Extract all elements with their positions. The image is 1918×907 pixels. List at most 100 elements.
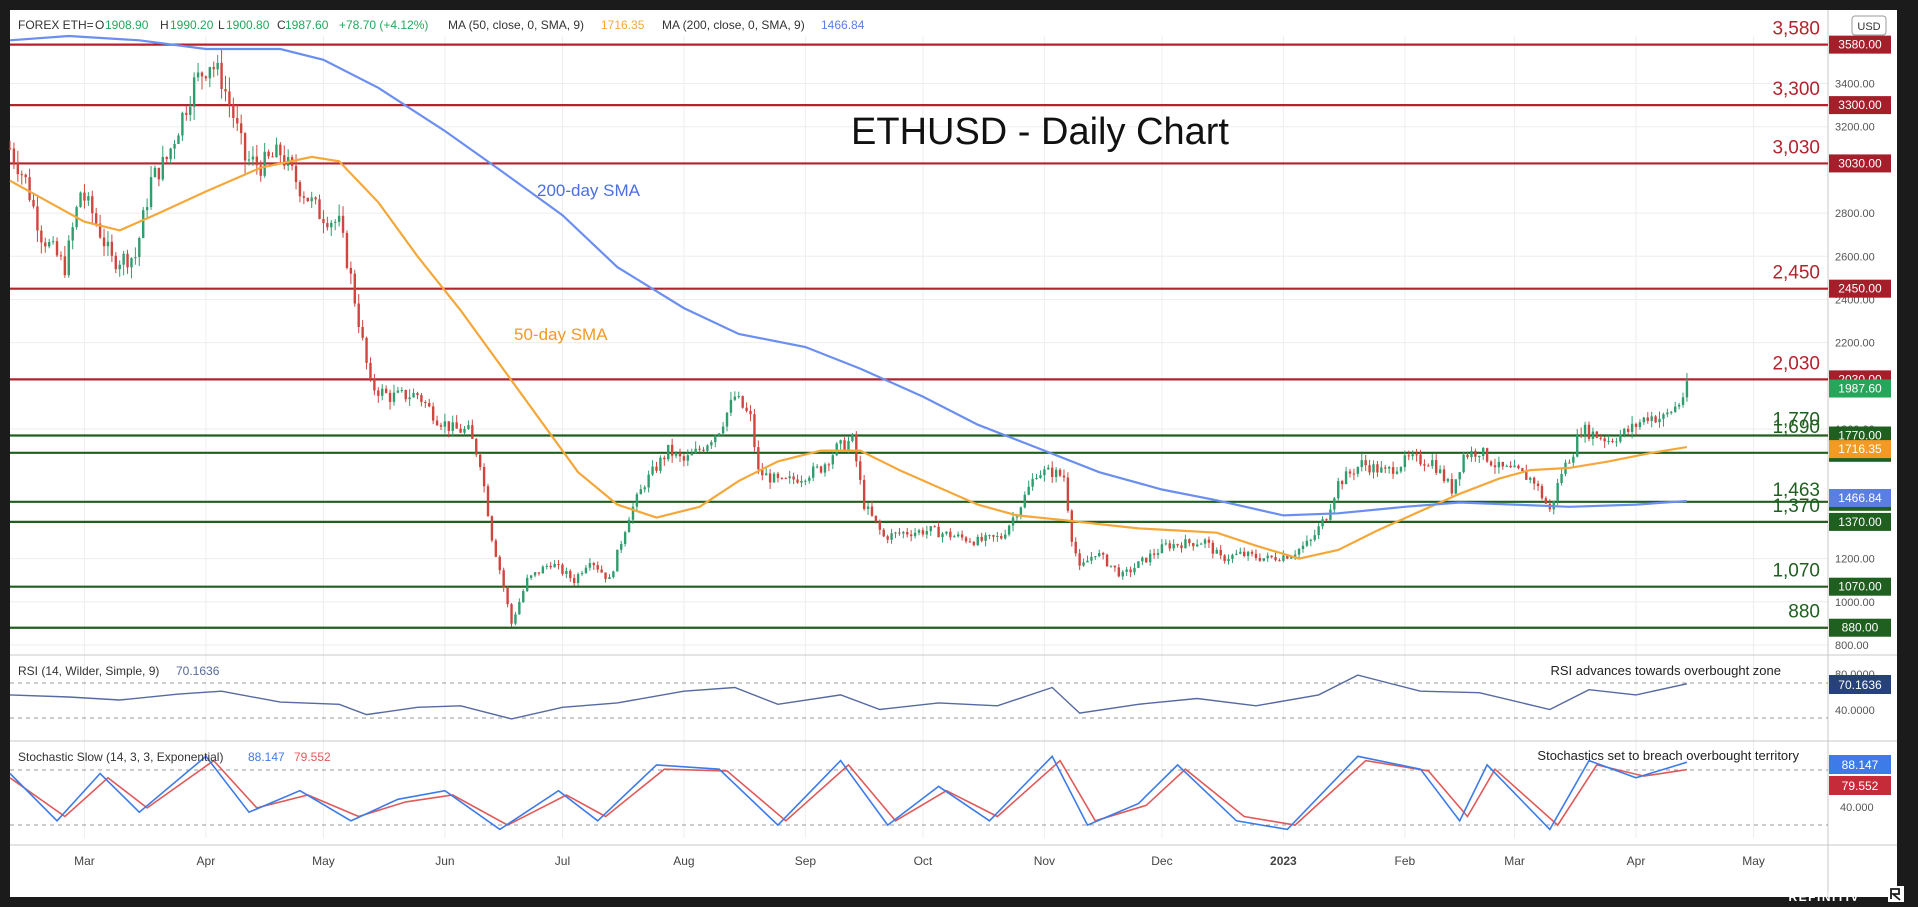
level-tag-2-text: 3030.00 <box>1838 156 1882 170</box>
candle-body-208 <box>823 464 827 473</box>
candle-body-253 <box>1000 535 1003 539</box>
candle-body-220 <box>870 506 874 516</box>
stoch-d-tag-text: 79.552 <box>1842 779 1879 793</box>
candle-body-168 <box>667 444 670 460</box>
candle-body-196 <box>776 473 780 478</box>
candle-body-365 <box>1438 469 1442 473</box>
level-label-6: 1,690 <box>1772 417 1820 438</box>
candle-body-320 <box>1262 558 1265 561</box>
candle-body-81 <box>326 223 329 228</box>
candle-body-104 <box>416 393 419 396</box>
rsi-label: RSI (14, Wilder, Simple, 9) <box>18 664 159 678</box>
candle-body-224 <box>886 536 889 540</box>
candle-body-355 <box>1399 467 1403 472</box>
candle-body-270 <box>1066 477 1070 511</box>
time-tick-12: Mar <box>1504 854 1525 868</box>
candle-body-209 <box>827 464 831 466</box>
level-tag-5-text: 1770.00 <box>1838 429 1882 443</box>
candle-body-139 <box>553 564 556 568</box>
time-tick-9: Dec <box>1151 854 1172 868</box>
candle-body-90 <box>361 326 364 338</box>
candle-body-358 <box>1411 454 1414 457</box>
candle-body-14 <box>63 256 67 276</box>
candle-body-47 <box>192 77 196 107</box>
candle-body-61 <box>247 159 251 161</box>
candle-body-118 <box>471 425 474 439</box>
candle-body-3 <box>20 174 23 176</box>
candle-body-93 <box>373 378 376 391</box>
candle-body-392 <box>1544 498 1548 504</box>
candle-body-404 <box>1591 431 1595 439</box>
candle-body-107 <box>428 402 431 407</box>
candles <box>8 49 1689 627</box>
candle-body-79 <box>318 199 321 219</box>
candle-body-241 <box>953 536 956 538</box>
candle-body-286 <box>1129 569 1132 573</box>
candle-body-381 <box>1501 461 1504 467</box>
candle-body-337 <box>1329 509 1332 520</box>
candle-body-348 <box>1372 464 1375 473</box>
candle-body-26 <box>110 241 114 256</box>
candle-body-110 <box>439 425 443 427</box>
candle-body-114 <box>455 422 458 429</box>
candle-body-419 <box>1650 416 1653 421</box>
candle-body-414 <box>1630 423 1634 433</box>
candle-body-256 <box>1011 517 1015 526</box>
time-tick-11: Feb <box>1395 854 1416 868</box>
candle-body-83 <box>334 221 337 223</box>
candle-body-214 <box>847 440 850 450</box>
candle-body-247 <box>976 536 979 546</box>
candle-body-141 <box>561 564 564 574</box>
candle-body-417 <box>1642 417 1646 423</box>
candle-body-122 <box>486 486 490 517</box>
candle-body-292 <box>1152 553 1156 555</box>
level-label-1: 3,300 <box>1772 79 1820 100</box>
candle-body-386 <box>1521 468 1524 472</box>
candle-body-80 <box>322 218 325 224</box>
candle-body-412 <box>1623 428 1626 435</box>
candle-body-303 <box>1195 544 1199 547</box>
candle-body-245 <box>968 541 972 543</box>
candle-body-108 <box>431 406 435 421</box>
candle-body-201 <box>796 479 799 483</box>
candle-body-159 <box>631 506 635 520</box>
sma200-line <box>9 34 1687 517</box>
candle-body-293 <box>1156 553 1160 555</box>
candle-body-236 <box>933 526 936 528</box>
candle-body-287 <box>1133 567 1136 573</box>
candle-body-193 <box>764 473 768 476</box>
candle-body-298 <box>1176 544 1179 546</box>
ma50-value: 1716.35 <box>601 18 645 32</box>
candle-body-9 <box>44 242 47 247</box>
currency-badge[interactable] <box>1851 15 1887 36</box>
stoch-d-line <box>9 759 1688 827</box>
candle-body-316 <box>1246 551 1250 556</box>
candle-body-410 <box>1615 441 1618 443</box>
candle-body-77 <box>310 197 313 202</box>
candle-body-281 <box>1109 565 1113 567</box>
candle-body-279 <box>1101 553 1105 555</box>
candle-body-254 <box>1003 534 1007 539</box>
candle-body-272 <box>1074 541 1077 554</box>
level-label-7: 1,463 <box>1772 480 1820 501</box>
sma50-tag-text: 1716.35 <box>1838 442 1882 456</box>
candle-body-125 <box>498 556 501 571</box>
candle-body-22 <box>94 213 98 224</box>
candle-body-165 <box>655 466 658 471</box>
time-tick-2: May <box>312 854 335 868</box>
candle-body-334 <box>1317 526 1320 536</box>
candle-body-109 <box>435 420 439 426</box>
candle-body-427 <box>1681 397 1685 405</box>
candle-body-120 <box>478 454 482 467</box>
candle-body-66 <box>267 151 270 157</box>
candle-body-385 <box>1517 465 1520 469</box>
candle-body-200 <box>792 476 795 480</box>
price-tick-0: 3400.00 <box>1835 79 1875 91</box>
candle-body-371 <box>1462 454 1465 473</box>
candle-body-390 <box>1536 483 1540 487</box>
candle-body-156 <box>620 543 623 550</box>
candle-body-340 <box>1340 481 1344 485</box>
level-label-2: 3,030 <box>1772 137 1820 158</box>
candle-body-380 <box>1497 461 1501 468</box>
